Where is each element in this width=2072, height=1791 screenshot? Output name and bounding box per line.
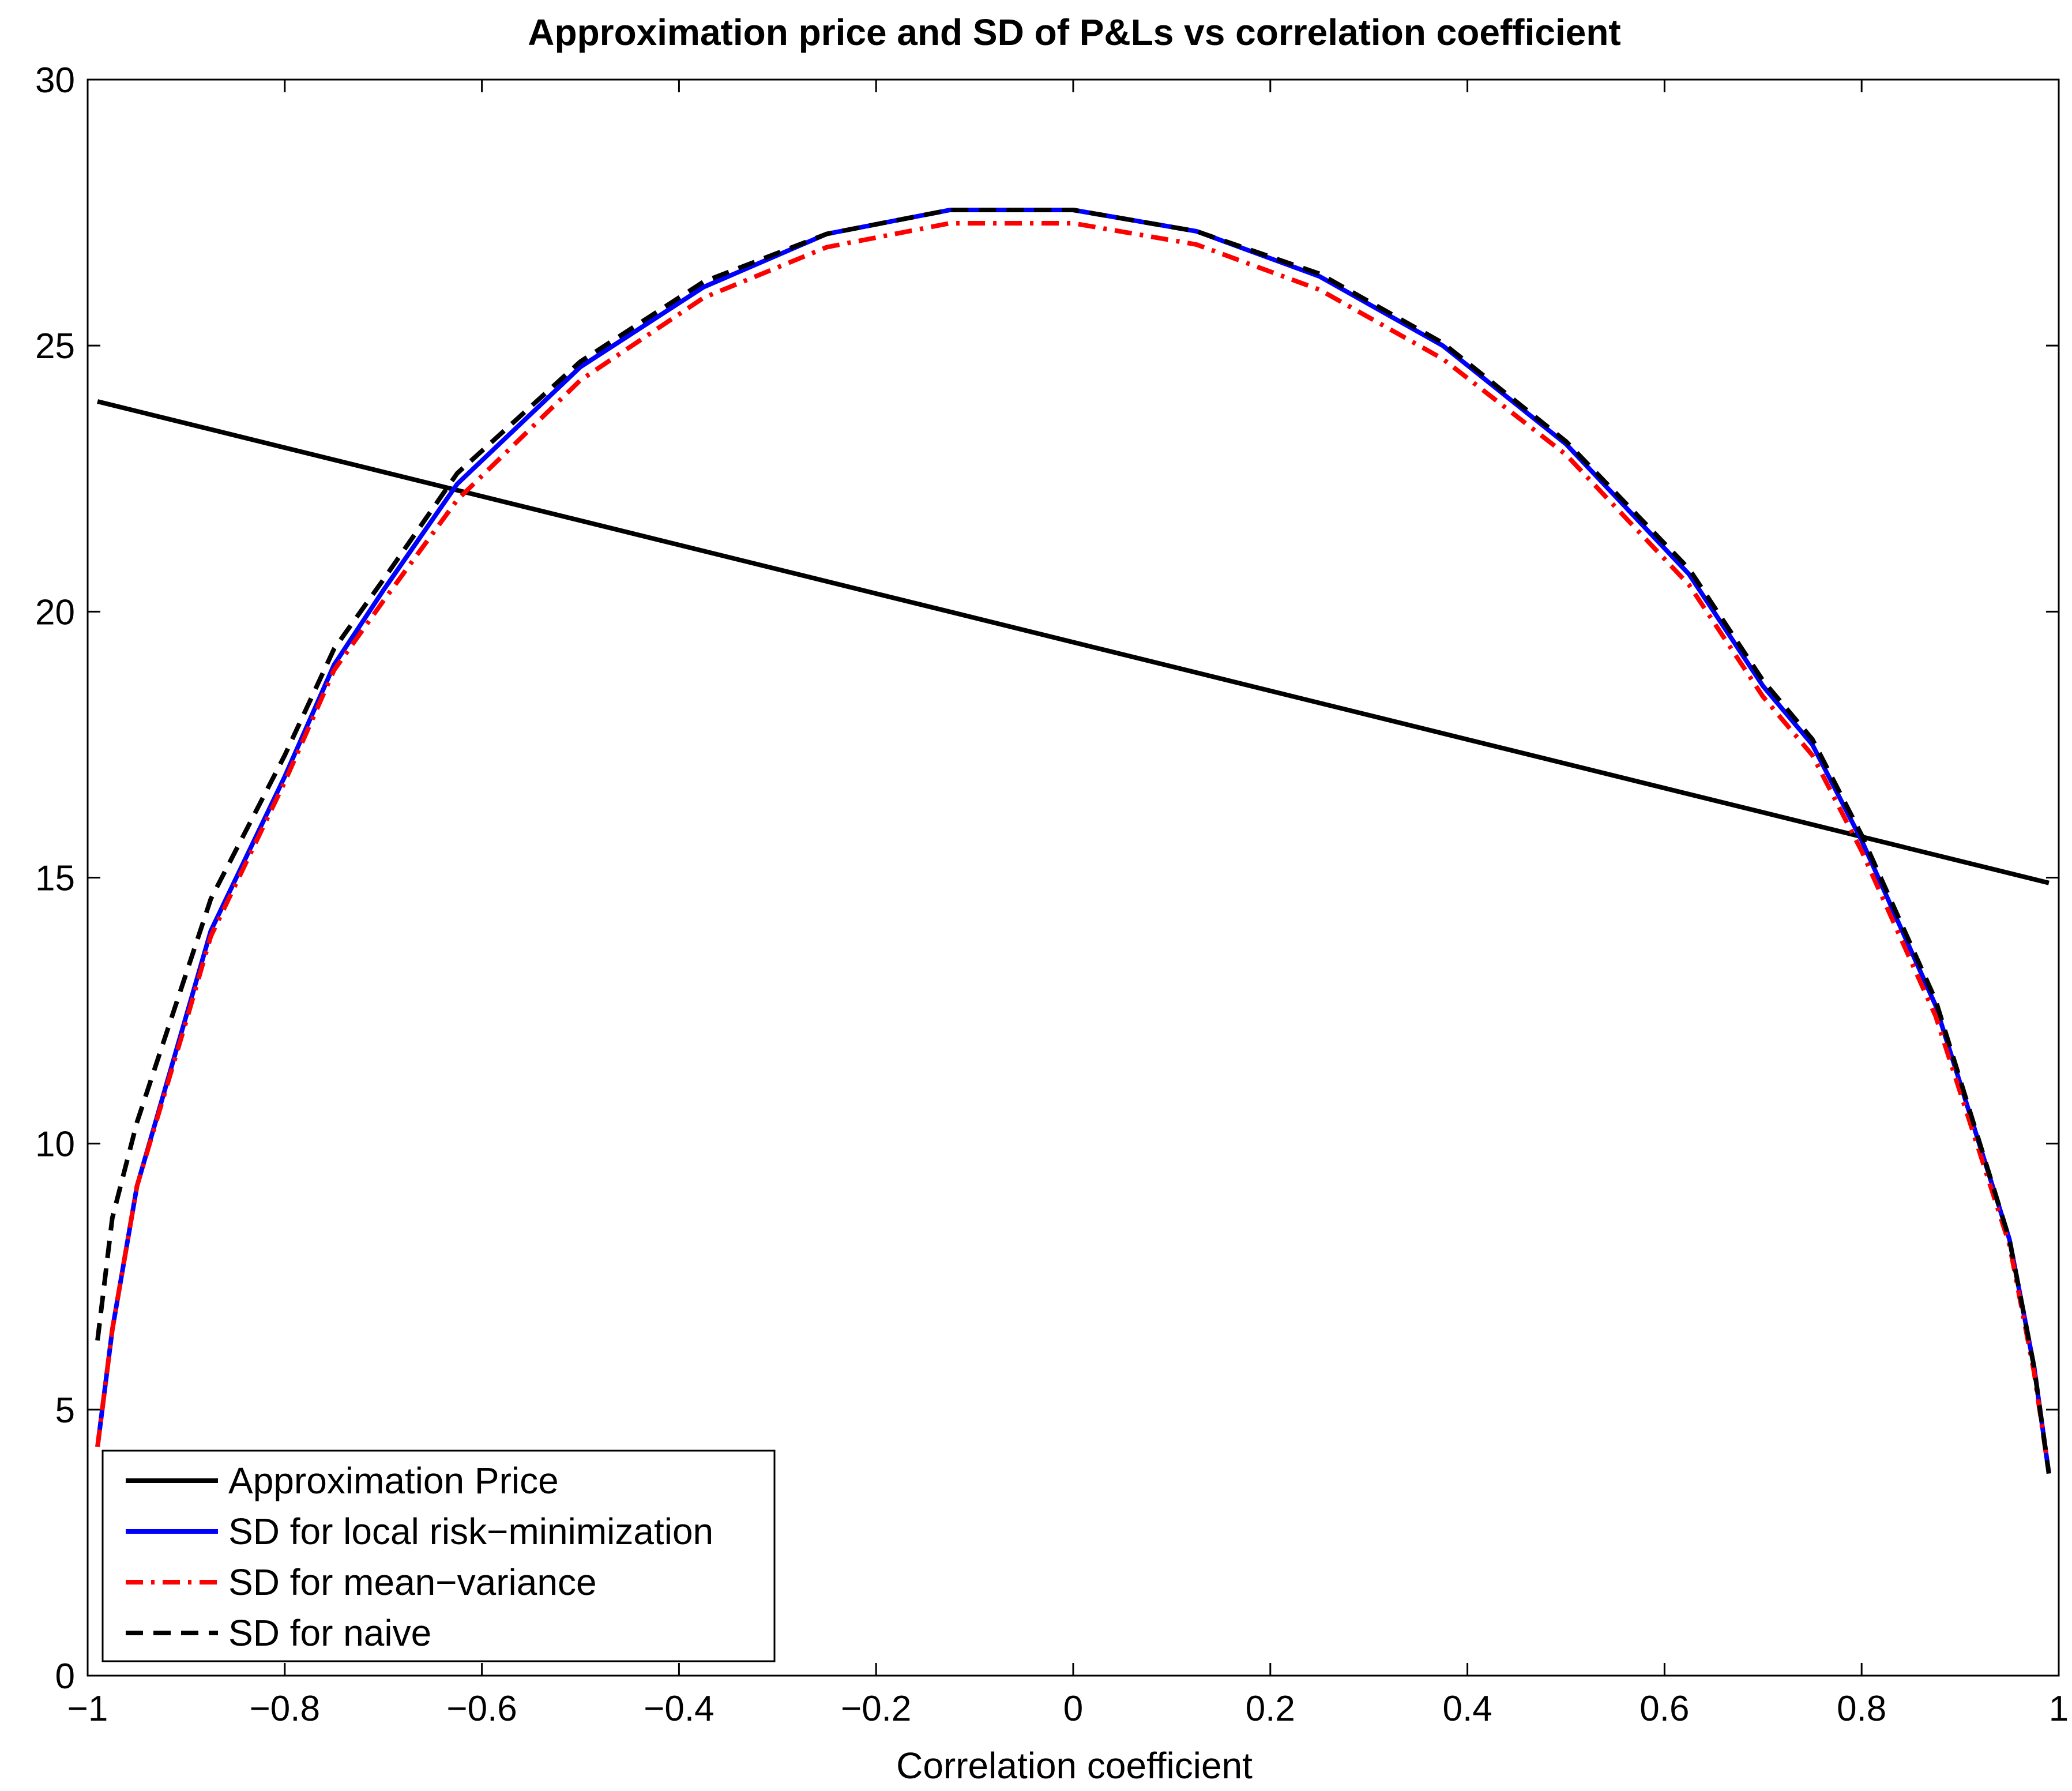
y-tick-label: 0 <box>55 1657 75 1696</box>
x-tick-label: −0.2 <box>841 1689 911 1729</box>
x-tick-label: 0.6 <box>1639 1689 1689 1729</box>
x-tick-label: −0.8 <box>250 1689 320 1729</box>
legend: Approximation Price SD for local risk−min… <box>103 1451 774 1661</box>
y-tick-label: 10 <box>35 1125 75 1165</box>
x-axis-label: Correlation coefficient <box>896 1745 1253 1786</box>
y-tick-label: 5 <box>55 1391 75 1430</box>
x-tick-label: 1 <box>2049 1689 2069 1729</box>
x-tick-label: 0.4 <box>1442 1689 1492 1729</box>
legend-label-sd-for-local-risk-minimization: SD for local risk−minimization <box>228 1511 713 1552</box>
x-tick-label: −0.4 <box>644 1689 714 1729</box>
y-tick-label: 15 <box>35 859 75 899</box>
legend-label-sd-for-naive: SD for naive <box>228 1612 431 1654</box>
x-tick-label: 0 <box>1063 1689 1083 1729</box>
legend-label-approximation-price: Approximation Price <box>228 1460 559 1501</box>
x-tick-label: 0.8 <box>1837 1689 1886 1729</box>
x-tick-label: −0.6 <box>446 1689 517 1729</box>
x-tick-label: 0.2 <box>1246 1689 1295 1729</box>
y-tick-label: 30 <box>35 61 75 100</box>
chart-title: Approximation price and SD of P&Ls vs co… <box>528 12 1620 53</box>
y-tick-label: 20 <box>35 592 75 632</box>
y-tick-label: 25 <box>35 326 75 366</box>
legend-label-sd-for-mean-variance: SD for mean−variance <box>228 1561 597 1603</box>
